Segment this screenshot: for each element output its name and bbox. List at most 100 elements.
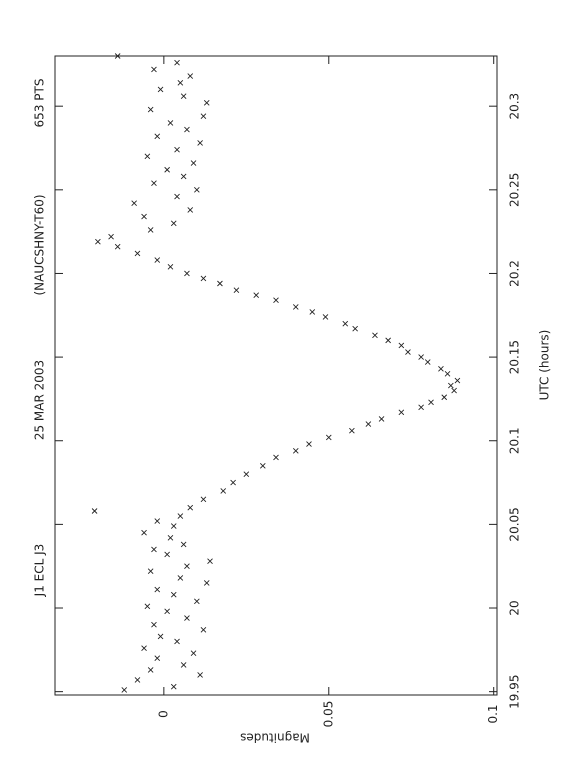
data-point (292, 304, 299, 310)
data-point (154, 257, 161, 263)
data-point (91, 508, 98, 514)
data-point (180, 93, 187, 99)
x-tick-label: 20.1 (508, 427, 522, 454)
data-point (203, 580, 210, 586)
data-point (134, 677, 141, 683)
data-point (233, 287, 240, 294)
data-point (157, 86, 164, 93)
data-point (147, 227, 154, 233)
data-point (309, 309, 316, 315)
data-point (349, 427, 355, 434)
y-tick-label: 0 (156, 710, 170, 718)
data-point (184, 270, 190, 277)
data-point (197, 140, 203, 146)
data-point (207, 558, 213, 564)
data-point (200, 275, 207, 282)
data-point (151, 66, 157, 73)
data-point (342, 320, 349, 327)
data-point (184, 563, 190, 570)
data-point (273, 297, 279, 304)
data-point (134, 250, 141, 257)
data-point (405, 349, 411, 355)
data-point (108, 233, 114, 240)
data-point (154, 518, 161, 524)
data-point (114, 243, 121, 250)
data-point (180, 173, 187, 180)
data-point (220, 488, 227, 494)
data-point (306, 441, 312, 447)
data-point (147, 568, 154, 575)
data-point (151, 621, 157, 628)
data-point (177, 513, 184, 519)
data-point (174, 59, 180, 66)
data-point (170, 591, 177, 598)
data-point (203, 100, 210, 106)
data-point (292, 447, 299, 454)
plot-frame (54, 55, 498, 696)
x-tick-label: 20.15 (508, 340, 522, 374)
data-point (398, 409, 405, 416)
data-point (243, 471, 250, 478)
data-point (177, 575, 184, 581)
data-point (418, 354, 424, 360)
y-tick-label: 0.05 (321, 701, 335, 728)
x-tick-label: 20.05 (508, 507, 522, 541)
data-point (114, 53, 121, 59)
data-point (441, 394, 448, 401)
data-point (187, 73, 194, 79)
data-point (170, 683, 177, 690)
data-point (167, 263, 174, 270)
data-point (398, 342, 405, 349)
data-point (190, 160, 197, 166)
data-point (95, 238, 101, 245)
data-point (418, 404, 424, 411)
data-point (325, 434, 332, 441)
y-axis-label: Magnitudes (240, 731, 310, 745)
data-point (352, 325, 358, 332)
data-point (144, 153, 151, 160)
data-point (428, 399, 434, 406)
data-point (147, 667, 154, 673)
data-point (184, 126, 190, 133)
data-point (154, 586, 161, 593)
data-point (141, 529, 147, 536)
data-point (200, 113, 207, 120)
data-point (141, 645, 147, 651)
data-point (180, 541, 187, 548)
x-tick-label: 20.3 (508, 93, 522, 120)
data-point (167, 120, 174, 126)
data-point (164, 608, 170, 615)
annotation: 653 PTS (33, 79, 47, 128)
data-point (200, 626, 207, 633)
data-point (184, 615, 190, 621)
data-point (217, 280, 223, 287)
data-point (448, 382, 454, 389)
data-point (200, 496, 207, 503)
data-point (167, 534, 174, 541)
data-point (322, 314, 329, 320)
y-tick-label: 0.1 (486, 704, 500, 723)
data-point (187, 504, 194, 511)
data-point (141, 213, 147, 220)
data-point (174, 193, 180, 200)
data-point (454, 377, 461, 384)
x-tick-label: 20 (508, 600, 522, 615)
data-point (424, 359, 431, 365)
data-point (170, 220, 177, 227)
data-point (451, 387, 457, 394)
data-point (190, 650, 197, 656)
data-point (194, 598, 200, 605)
data-point (157, 633, 164, 640)
data-point (372, 332, 378, 339)
data-point (147, 106, 154, 113)
data-point (187, 207, 194, 213)
data-point (230, 479, 236, 486)
x-tick-label: 19.95 (508, 674, 522, 708)
x-tick-label: 20.2 (508, 260, 522, 287)
data-point (365, 421, 372, 427)
data-point (164, 166, 170, 173)
data-point (174, 146, 180, 153)
data-point (151, 546, 157, 553)
data-point (174, 638, 180, 645)
